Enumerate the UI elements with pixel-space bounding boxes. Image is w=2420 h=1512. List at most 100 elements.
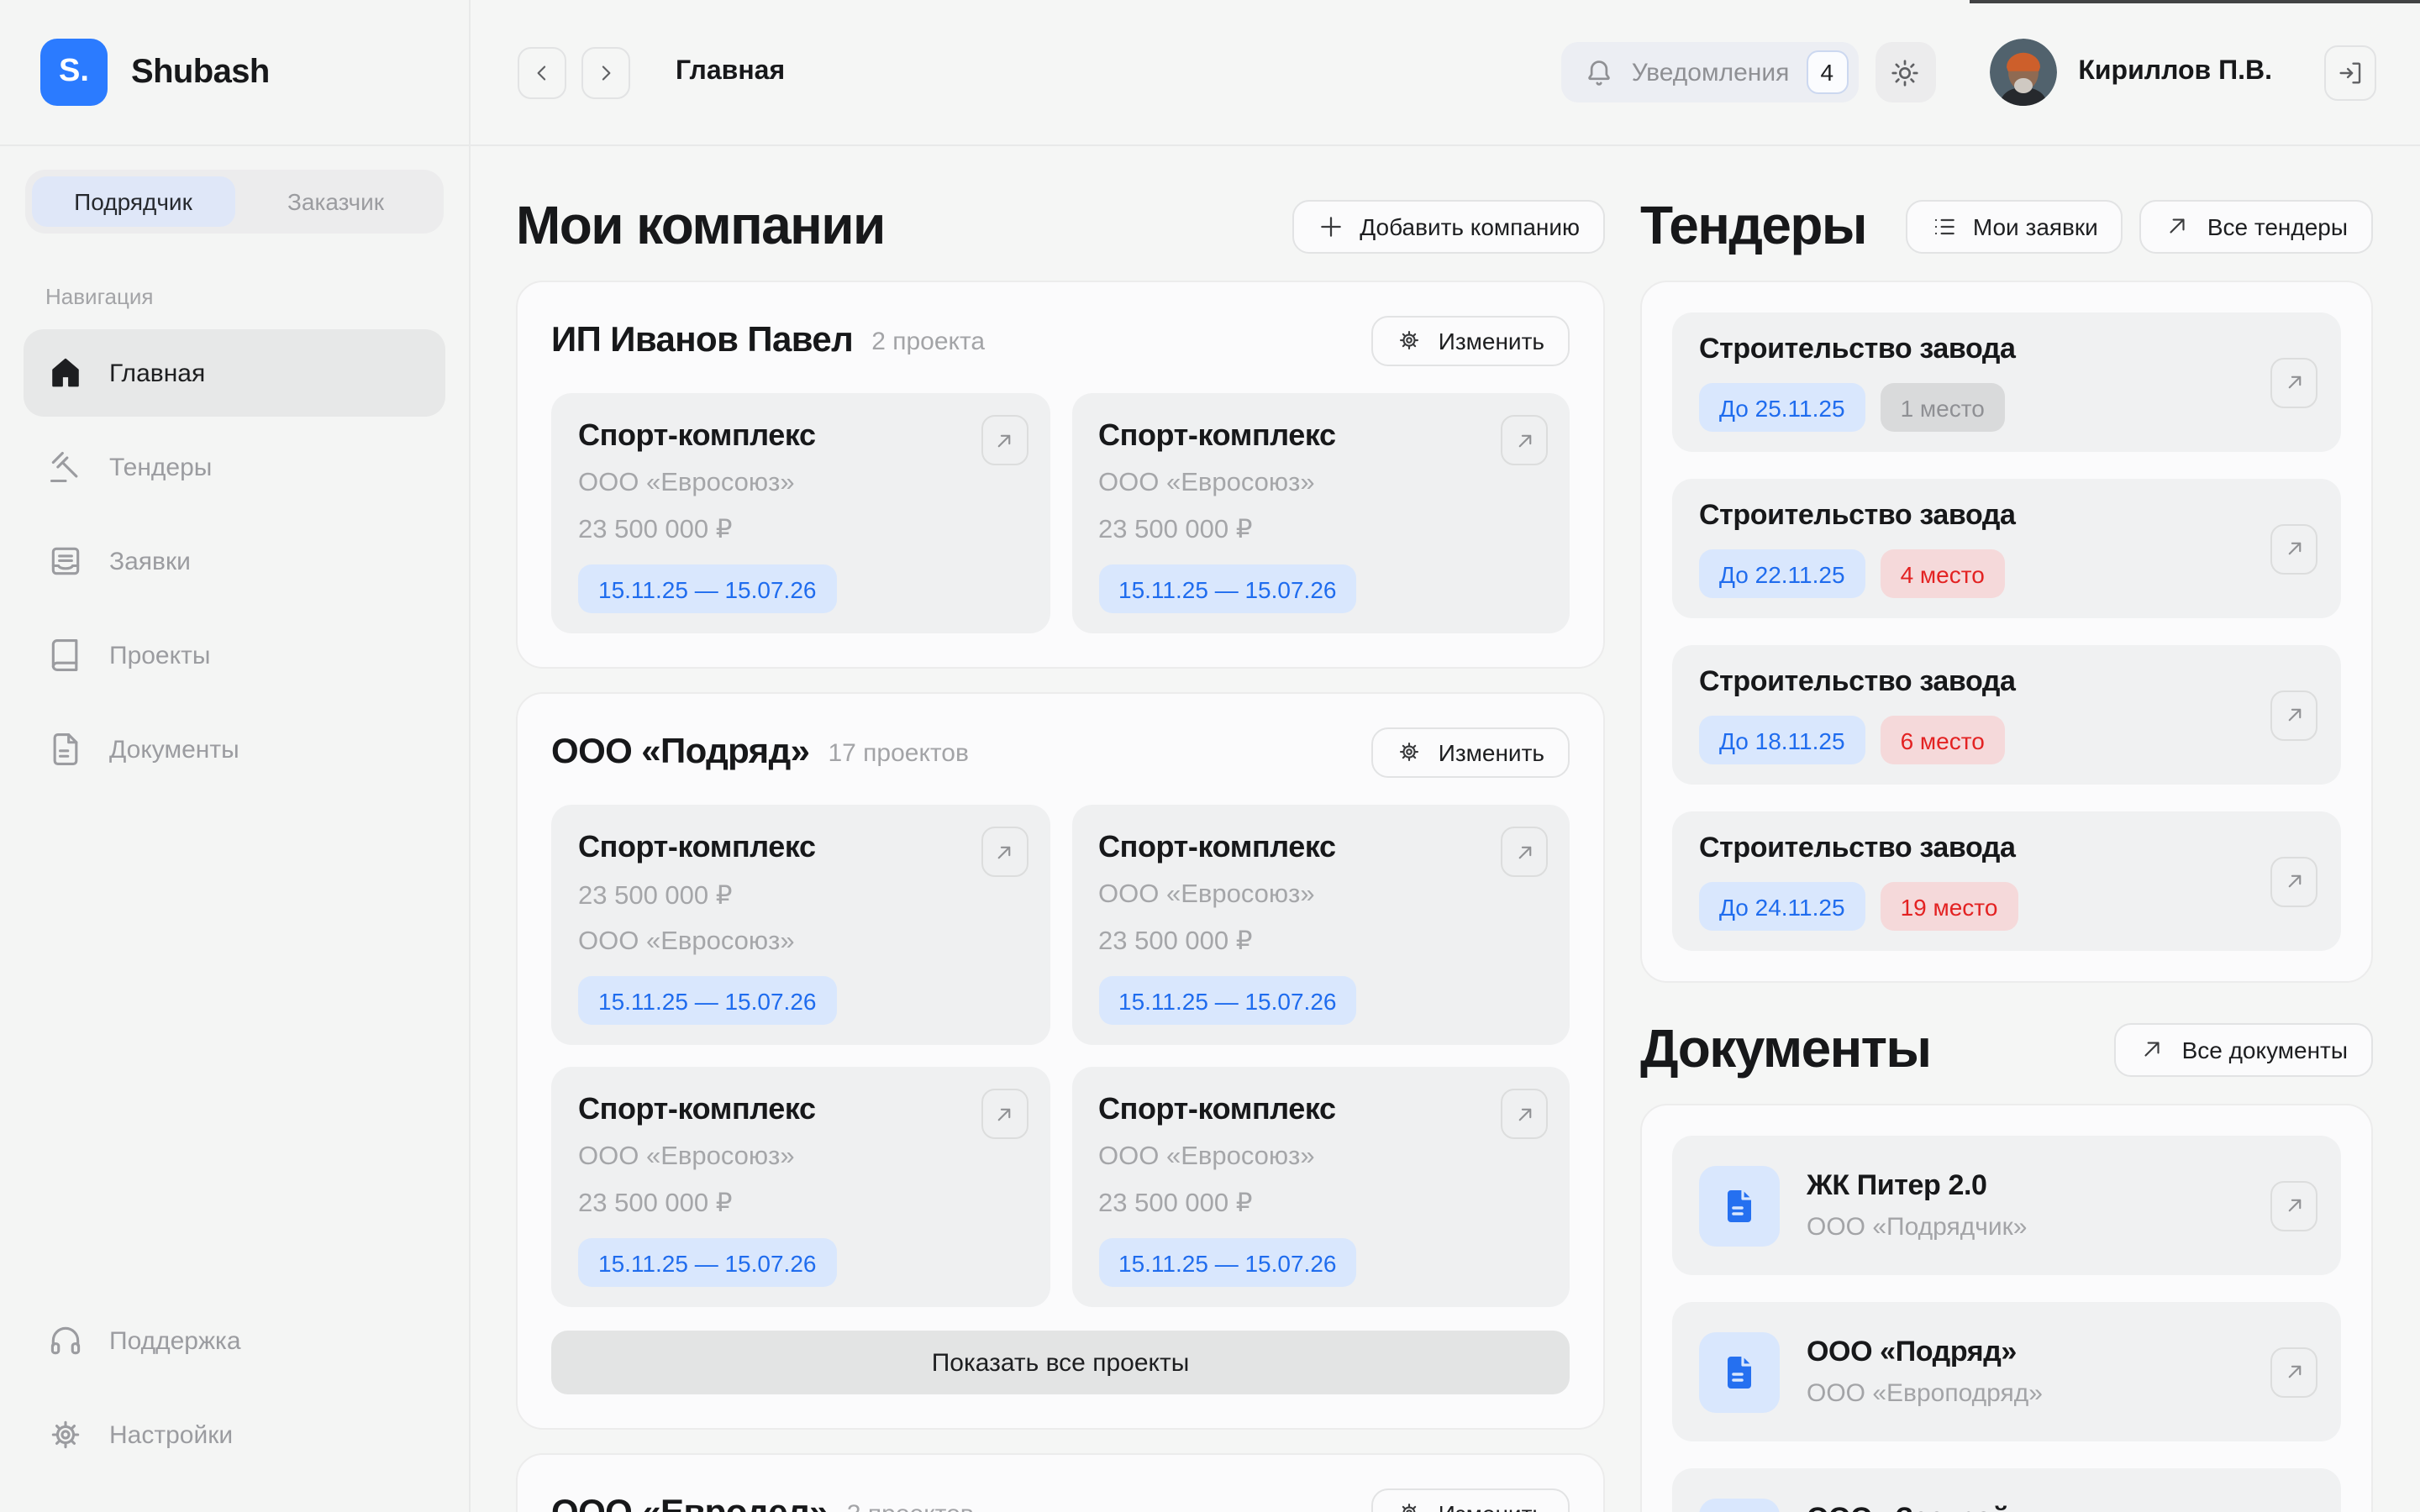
all-documents-button[interactable]: Все документы (2114, 1022, 2373, 1076)
company-card: ИП Иванов Павел 2 проекта Изменить Спорт… (516, 281, 1605, 669)
project-card: Спорт-комплекс ООО «Евросоюз» 23 500 000… (551, 1067, 1050, 1307)
forward-button[interactable] (581, 46, 630, 98)
arrow-up-right-icon (2281, 1359, 2307, 1384)
add-company-button[interactable]: Добавить компанию (1292, 199, 1605, 253)
document-title: ООО «Застрой» (1807, 1502, 2086, 1512)
window-edge-artifact (1970, 0, 2420, 3)
document-file-icon (1699, 1331, 1780, 1412)
project-period-chip: 15.11.25 — 15.07.26 (578, 1238, 837, 1287)
arrow-up-right-icon (2281, 1193, 2307, 1218)
show-all-projects-button[interactable]: Показать все проекты (551, 1331, 1570, 1394)
company-projects-count: 3 проектов (847, 1499, 974, 1512)
open-document-button[interactable] (2270, 1347, 2317, 1397)
company-name: ООО «Подряд» (551, 732, 810, 771)
company-projects-count: 17 проектов (828, 738, 969, 767)
sidebar-item-support[interactable]: Поддержка (24, 1297, 445, 1384)
project-card: Спорт-комплекс 23 500 000 ₽ ООО «Евросою… (551, 805, 1050, 1045)
project-client: ООО «Евросоюз» (578, 469, 795, 497)
open-tender-button[interactable] (2270, 523, 2317, 574)
arrow-up-right-icon (1512, 428, 1537, 453)
project-title: Спорт-комплекс (578, 1092, 816, 1126)
arrow-up-right-icon (992, 428, 1017, 453)
header: Главная Уведомления 4 Кириллов П.В. (471, 0, 2420, 146)
sidebar-item-label: Проекты (109, 641, 211, 669)
sun-icon (1889, 56, 1921, 88)
open-tender-button[interactable] (2270, 856, 2317, 906)
company-card: ООО «Подряд» 17 проектов Изменить Спорт-… (516, 692, 1605, 1430)
document-file-icon (1699, 1498, 1780, 1512)
plus-icon (1318, 213, 1344, 239)
sidebar-item-projects[interactable]: Проекты (24, 612, 445, 699)
companies-title: Мои компании (516, 195, 886, 255)
bell-icon (1583, 56, 1615, 88)
notifications-label: Уведомления (1631, 58, 1790, 87)
tender-card: Строительство завода До 22.11.25 4 место (1672, 479, 2341, 618)
open-project-button[interactable] (1501, 415, 1548, 465)
tender-place-chip: 1 место (1880, 383, 2005, 432)
logo-icon: S. (40, 39, 108, 106)
tender-title: Строительство завода (1699, 665, 2016, 697)
edit-company-button[interactable]: Изменить (1370, 316, 1570, 366)
company-projects-count: 2 проекта (871, 327, 986, 355)
main-content: Мои компании Добавить компанию ИП Иванов… (471, 146, 2420, 1512)
sidebar-item-documents[interactable]: Документы (24, 706, 445, 793)
role-option-contractor[interactable]: Подрядчик (32, 176, 234, 227)
user-name: Кириллов П.В. (2078, 57, 2272, 86)
tender-place-chip: 4 место (1880, 549, 2005, 598)
avatar[interactable] (1989, 39, 2057, 106)
gear-icon (1397, 1500, 1423, 1512)
tender-card: Строительство завода До 18.11.25 6 место (1672, 645, 2341, 785)
open-project-button[interactable] (981, 1089, 1028, 1139)
document-card: ООО «Застрой» ООО «Основательные» (1672, 1468, 2341, 1512)
home-icon (47, 354, 84, 391)
tender-deadline-chip: До 25.11.25 (1699, 383, 1865, 432)
sidebar-item-tenders[interactable]: Тендеры (24, 423, 445, 511)
project-title: Спорт-комплекс (1098, 418, 1336, 452)
logout-button[interactable] (2324, 45, 2376, 100)
edit-company-button[interactable]: Изменить (1370, 727, 1570, 778)
back-button[interactable] (518, 46, 566, 98)
project-budget: 23 500 000 ₽ (1098, 927, 1253, 956)
arrow-up-right-icon (2281, 536, 2307, 561)
open-project-button[interactable] (1501, 827, 1548, 877)
open-project-button[interactable] (1501, 1089, 1548, 1139)
company-name: ООО «Евродел» (551, 1494, 829, 1512)
project-client: ООО «Евросоюз» (578, 927, 795, 956)
project-period-chip: 15.11.25 — 15.07.26 (1098, 1238, 1357, 1287)
role-option-customer[interactable]: Заказчик (287, 188, 384, 215)
sidebar-item-label: Документы (109, 735, 239, 764)
notifications-button[interactable]: Уведомления 4 (1560, 42, 1859, 102)
gavel-icon (47, 449, 84, 486)
sidebar-item-home[interactable]: Главная (24, 329, 445, 417)
my-bids-button[interactable]: Мои заявки (1905, 199, 2123, 253)
right-column: Тендеры Мои заявки Все тендеры Строитель… (1640, 146, 2373, 1512)
sidebar-item-applications[interactable]: Заявки (24, 517, 445, 605)
sidebar-item-settings[interactable]: Настройки (24, 1391, 445, 1478)
gear-icon (47, 1416, 84, 1453)
chevron-right-icon (593, 60, 618, 85)
document-title: ООО «Подряд» (1807, 1336, 2017, 1368)
all-tenders-button[interactable]: Все тендеры (2139, 199, 2373, 253)
theme-toggle-button[interactable] (1875, 42, 1936, 102)
brand: S. Shubash (0, 0, 469, 146)
inbox-icon (47, 543, 84, 580)
project-budget: 23 500 000 ₽ (578, 1189, 733, 1218)
notifications-count-badge: 4 (1806, 50, 1849, 94)
gear-icon (1397, 739, 1423, 766)
document-subtitle: ООО «Европодряд» (1807, 1379, 2043, 1408)
tender-title: Строительство завода (1699, 333, 2016, 365)
documents-list: ЖК Питер 2.0 ООО «Подрядчик» ООО «Подряд… (1640, 1104, 2373, 1512)
sidebar-item-label: Настройки (109, 1420, 234, 1449)
open-tender-button[interactable] (2270, 357, 2317, 407)
headphones-icon (47, 1322, 84, 1359)
edit-company-button[interactable]: Изменить (1370, 1488, 1570, 1512)
open-project-button[interactable] (981, 415, 1028, 465)
sidebar: S. Shubash Подрядчик Заказчик Навигация … (0, 0, 471, 1512)
tender-title: Строительство завода (1699, 832, 2016, 864)
document-card: ЖК Питер 2.0 ООО «Подрядчик» (1672, 1136, 2341, 1275)
open-document-button[interactable] (2270, 1180, 2317, 1231)
open-tender-button[interactable] (2270, 690, 2317, 740)
open-project-button[interactable] (981, 827, 1028, 877)
company-name: ИП Иванов Павел (551, 321, 854, 360)
